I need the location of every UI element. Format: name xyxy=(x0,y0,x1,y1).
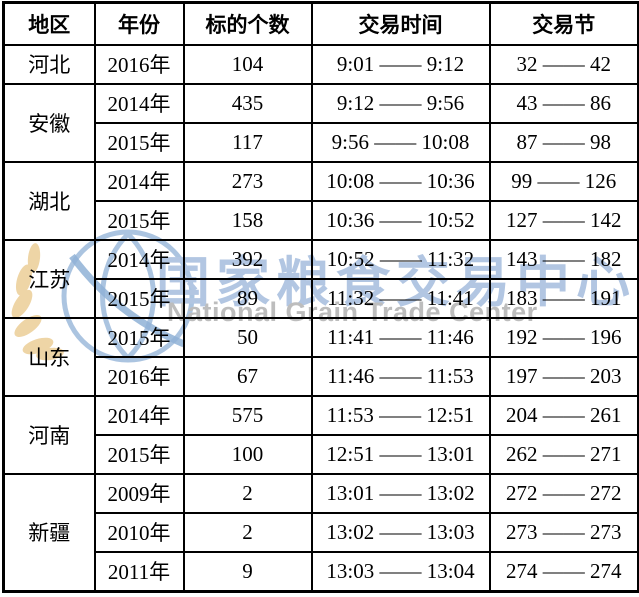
year-cell: 2016年 xyxy=(93,355,185,397)
count-cell: 2 xyxy=(182,472,313,514)
table-row: 2010年 2 13:02 —— 13:03 273 —— 273 xyxy=(4,511,639,553)
table-row: 2015年 158 10:36 —— 10:52 127 —— 142 xyxy=(4,199,639,241)
region-cell: 河南 xyxy=(2,394,96,475)
table-row: 江苏 2014年 392 10:52 —— 11:32 143 —— 182 xyxy=(2,238,639,319)
table-row: 2015年 100 12:51 —— 13:01 262 —— 271 xyxy=(4,433,639,475)
table-row: 2015年 89 11:32 —— 11:41 183 —— 191 xyxy=(4,277,639,319)
year-cell: 2015年 xyxy=(93,199,185,241)
year-cell: 2014年 xyxy=(93,82,185,124)
count-cell: 435 xyxy=(182,82,313,124)
time-cell: 9:01 —— 9:12 xyxy=(310,43,491,85)
table-row: 河南 2014年 575 11:53 —— 12:51 204 —— 261 xyxy=(2,394,639,475)
time-cell: 13:03 —— 13:04 xyxy=(310,550,491,593)
time-cell: 11:53 —— 12:51 xyxy=(310,394,491,436)
header-row: 地区 年份 标的个数 交易时间 交易节 xyxy=(2,1,639,46)
time-cell: 11:32 —— 11:41 xyxy=(310,277,491,319)
time-cell: 9:12 —— 9:56 xyxy=(310,82,491,124)
col-header-region: 地区 xyxy=(2,1,96,46)
count-cell: 273 xyxy=(182,160,313,202)
table-row: 安徽 2014年 435 9:12 —— 9:56 43 —— 86 xyxy=(2,82,639,163)
year-cell: 2014年 xyxy=(93,238,185,280)
table-row: 2016年 67 11:46 —— 11:53 197 —— 203 xyxy=(4,355,639,397)
time-cell: 13:02 —— 13:03 xyxy=(310,511,491,553)
count-cell: 50 xyxy=(182,316,313,358)
region-cell: 湖北 xyxy=(2,160,96,241)
region-cell: 江苏 xyxy=(2,238,96,319)
time-cell: 13:01 —— 13:02 xyxy=(310,472,491,514)
session-cell: 274 —— 274 xyxy=(488,550,639,593)
session-cell: 272 —— 272 xyxy=(488,472,639,514)
year-cell: 2015年 xyxy=(93,316,185,358)
time-cell: 11:41 —— 11:46 xyxy=(310,316,491,358)
count-cell: 392 xyxy=(182,238,313,280)
count-cell: 89 xyxy=(182,277,313,319)
session-cell: 197 —— 203 xyxy=(488,355,639,397)
session-cell: 43 —— 86 xyxy=(488,82,639,124)
year-cell: 2014年 xyxy=(93,160,185,202)
time-cell: 12:51 —— 13:01 xyxy=(310,433,491,475)
session-cell: 204 —— 261 xyxy=(488,394,639,436)
table-row: 河北 2016年 104 9:01 —— 9:12 32 —— 42 xyxy=(2,43,639,85)
session-cell: 87 —— 98 xyxy=(488,121,639,163)
year-cell: 2015年 xyxy=(93,277,185,319)
table-row: 2011年 9 13:03 —— 13:04 274 —— 274 xyxy=(4,550,639,593)
count-cell: 575 xyxy=(182,394,313,436)
col-header-count: 标的个数 xyxy=(182,1,313,46)
time-cell: 10:08 —— 10:36 xyxy=(310,160,491,202)
count-cell: 67 xyxy=(182,355,313,397)
count-cell: 100 xyxy=(182,433,313,475)
session-cell: 32 —— 42 xyxy=(488,43,639,85)
region-cell: 河北 xyxy=(2,43,96,85)
count-cell: 158 xyxy=(182,199,313,241)
col-header-year: 年份 xyxy=(93,1,185,46)
region-cell: 新疆 xyxy=(2,472,96,593)
table-row: 2015年 117 9:56 —— 10:08 87 —— 98 xyxy=(4,121,639,163)
time-cell: 10:52 —— 11:32 xyxy=(310,238,491,280)
count-cell: 104 xyxy=(182,43,313,85)
year-cell: 2016年 xyxy=(93,43,185,85)
session-cell: 183 —— 191 xyxy=(488,277,639,319)
table-body: 河北 2016年 104 9:01 —— 9:12 32 —— 42 安徽 2014年 435… xyxy=(2,43,639,593)
table-row: 新疆 2009年 2 13:01 —— 13:02 272 —— 272 xyxy=(2,472,639,593)
table-header: 地区 年份 标的个数 交易时间 交易节 xyxy=(2,1,639,46)
count-cell: 117 xyxy=(182,121,313,163)
session-cell: 273 —— 273 xyxy=(488,511,639,553)
year-cell: 2009年 xyxy=(93,472,185,514)
session-cell: 99 —— 126 xyxy=(488,160,639,202)
session-cell: 143 —— 182 xyxy=(488,238,639,280)
region-cell: 安徽 xyxy=(2,82,96,163)
year-cell: 2010年 xyxy=(93,511,185,553)
time-cell: 9:56 —— 10:08 xyxy=(310,121,491,163)
region-cell: 山东 xyxy=(2,316,96,397)
year-cell: 2015年 xyxy=(93,121,185,163)
year-cell: 2015年 xyxy=(93,433,185,475)
count-cell: 9 xyxy=(182,550,313,593)
year-cell: 2014年 xyxy=(93,394,185,436)
session-cell: 192 —— 196 xyxy=(488,316,639,358)
year-cell: 2011年 xyxy=(93,550,185,593)
col-header-time: 交易时间 xyxy=(310,1,491,46)
time-cell: 11:46 —— 11:53 xyxy=(310,355,491,397)
count-cell: 2 xyxy=(182,511,313,553)
table-row: 湖北 2014年 273 10:08 —— 10:36 99 —— 126 xyxy=(2,160,639,241)
time-cell: 10:36 —— 10:52 xyxy=(310,199,491,241)
session-cell: 127 —— 142 xyxy=(488,199,639,241)
col-header-session: 交易节 xyxy=(488,1,639,46)
table-row: 山东 2015年 50 11:41 —— 11:46 192 —— 196 xyxy=(2,316,639,397)
session-cell: 262 —— 271 xyxy=(488,433,639,475)
